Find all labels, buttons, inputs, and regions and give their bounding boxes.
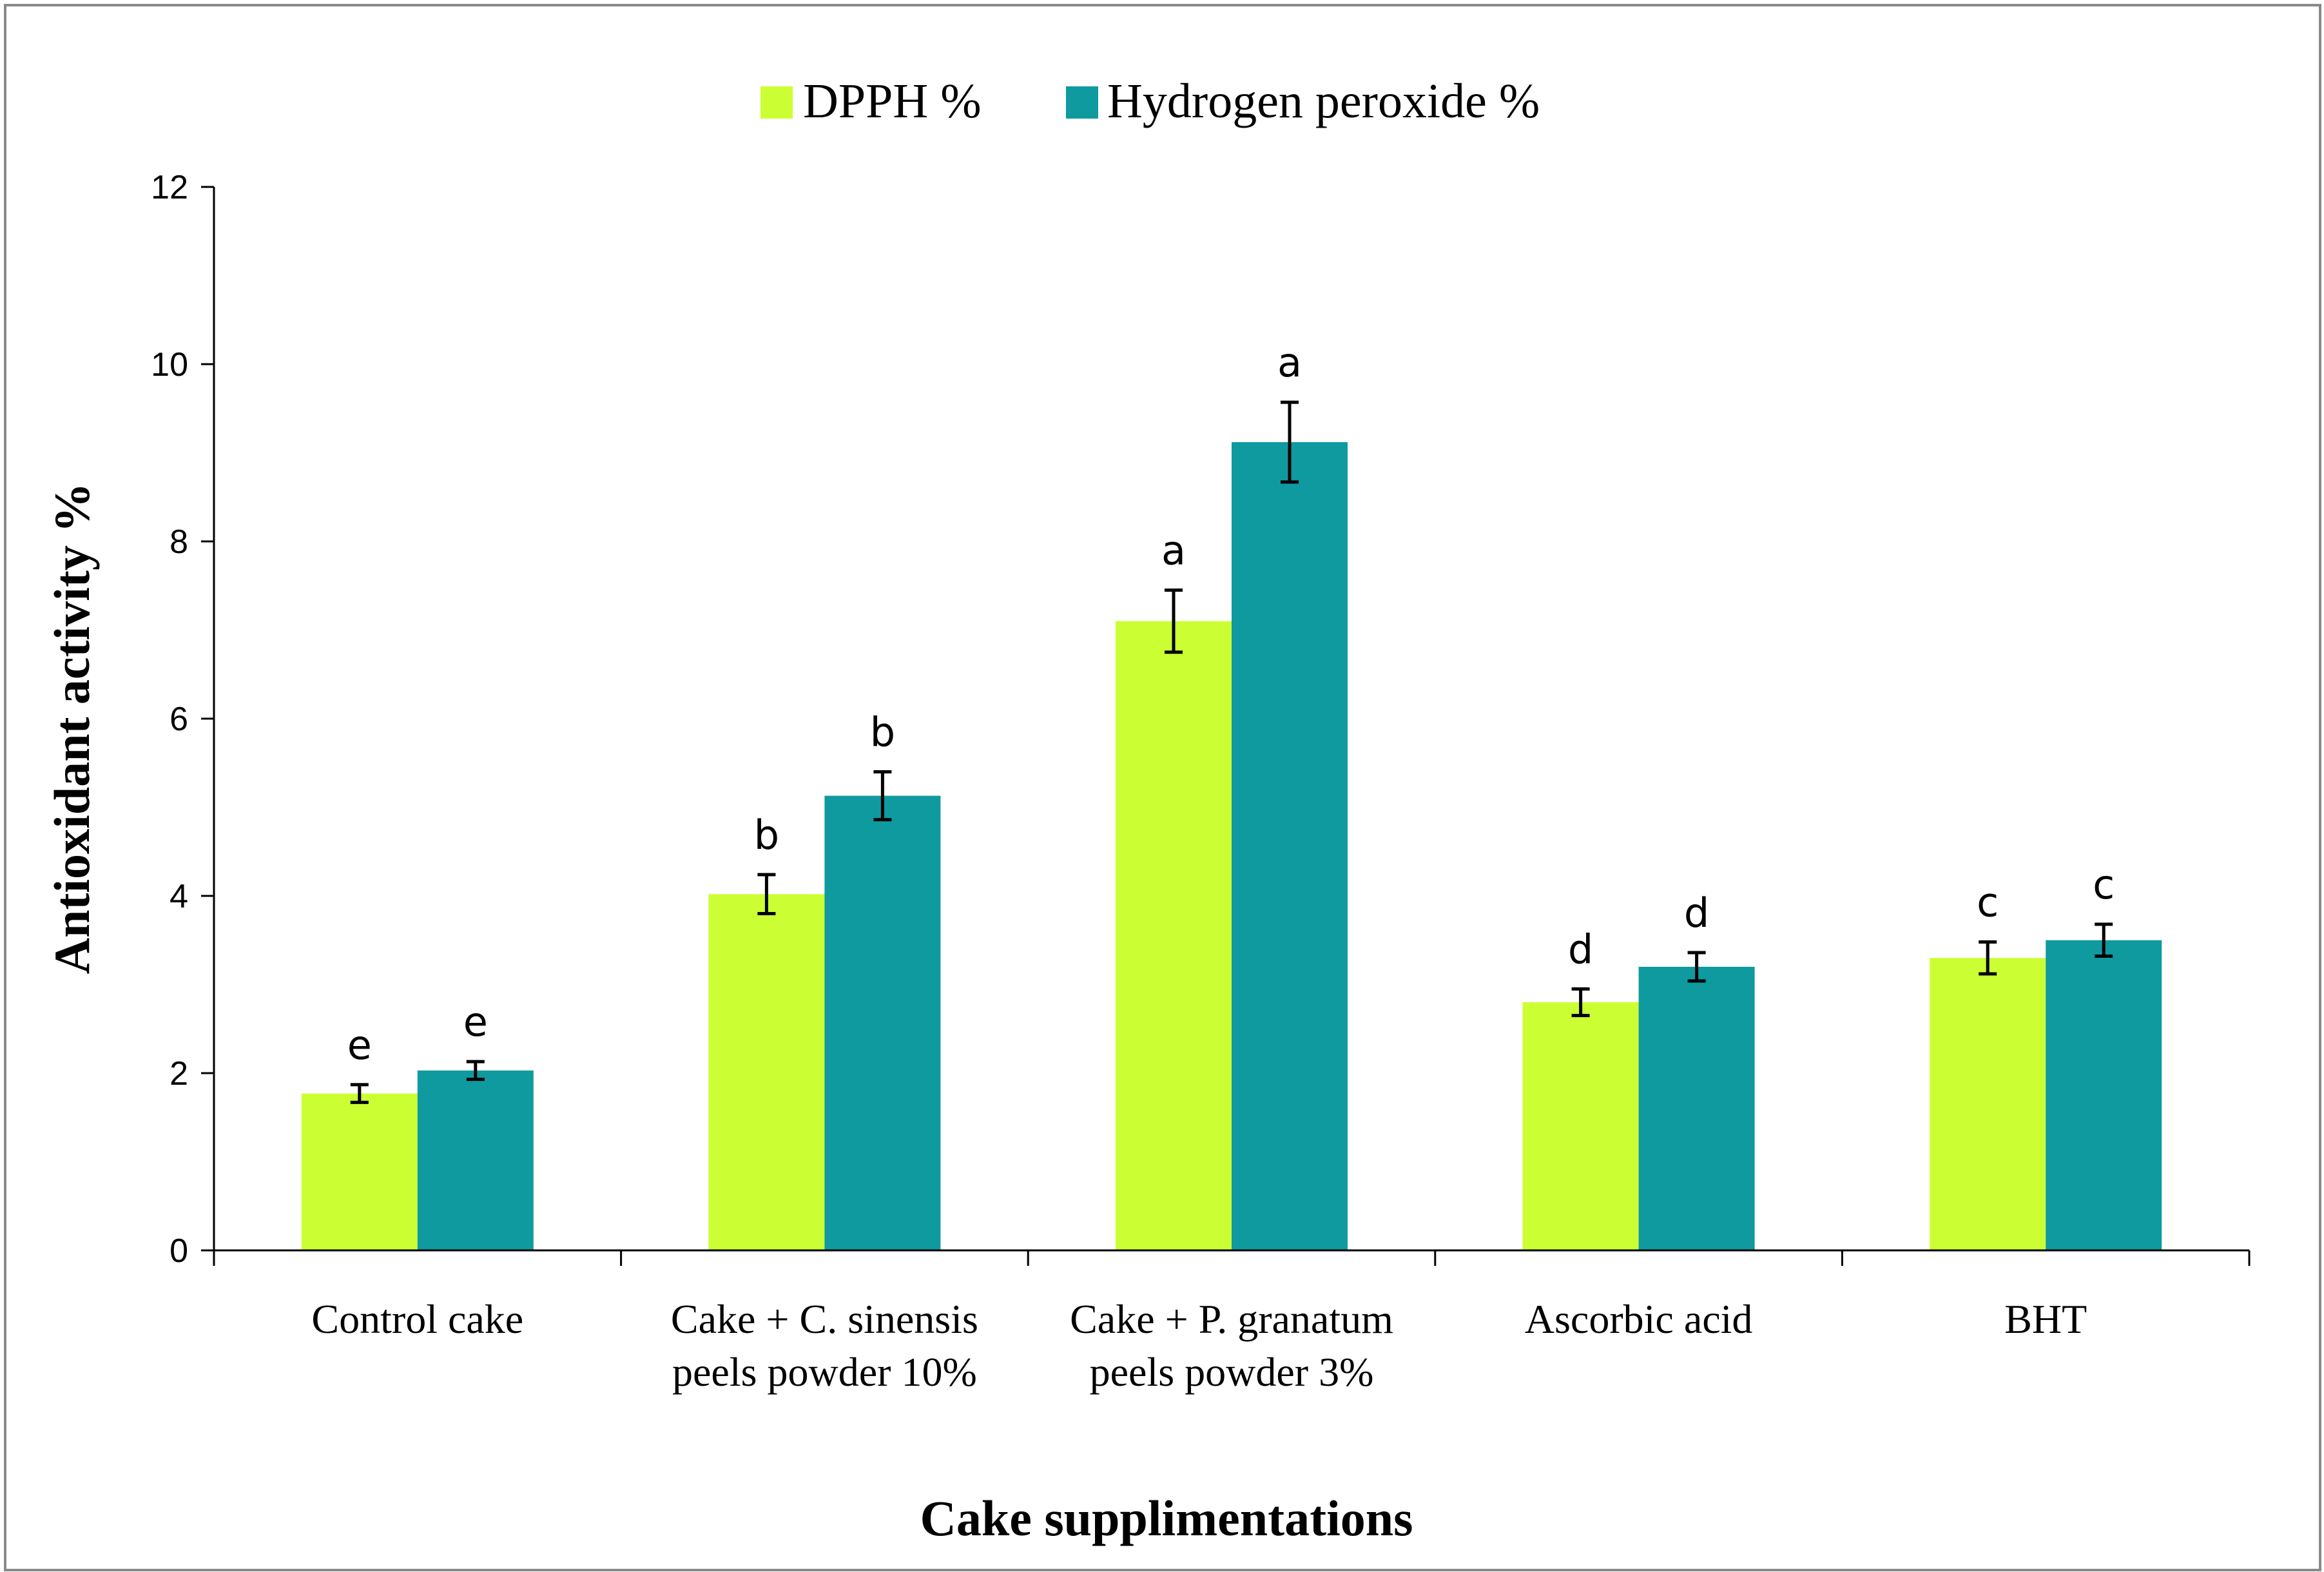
significance-letter: b [754,811,779,859]
x-category-label: peels powder 10% [672,1349,977,1395]
bar-h2o2 [417,1070,534,1250]
y-tick-label: 10 [151,346,188,383]
significance-letter: d [1568,926,1593,973]
y-tick-label: 2 [169,1055,188,1092]
bar-h2o2 [1232,442,1348,1250]
y-tick-label: 8 [169,523,188,561]
bar-dpph [301,1093,418,1250]
bar-h2o2 [2046,940,2162,1250]
legend-label: DPPH % [803,74,982,128]
y-tick-label: 6 [169,701,188,738]
significance-letter: e [463,998,488,1045]
x-axis-title: Cake supplimentations [920,1490,1413,1546]
legend: DPPH % Hydrogen peroxide % [760,74,1540,128]
bar-h2o2 [1638,967,1755,1250]
significance-letter: d [1684,889,1709,936]
significance-letter: a [1277,339,1302,386]
significance-letter: c [1977,879,1999,926]
significance-letter: b [870,709,895,756]
bars-group: e b a d c e b a d c [301,339,2162,1250]
legend-label: Hydrogen peroxide % [1107,74,1540,128]
y-axis-title: Antioxidant activity % [44,483,100,975]
x-category-label: Control cake [311,1296,523,1342]
x-category-label: peels powder 3% [1090,1349,1374,1395]
axes-group: 0 2 4 6 8 10 12 Control cake Cake + C. sinensis p… [151,169,2251,1395]
bar-dpph [1930,958,2046,1250]
legend-swatch [760,86,793,119]
y-tick-label: 0 [169,1232,188,1270]
y-tick-label: 4 [169,878,188,915]
legend-swatch [1066,86,1098,119]
bar-dpph [1116,621,1232,1250]
bar-dpph [1522,1002,1639,1250]
significance-letter: e [347,1022,372,1069]
bar-dpph [708,894,825,1250]
significance-letter: a [1161,527,1186,574]
bar-h2o2 [824,795,941,1250]
x-category-label: Cake + C. sinensis [671,1296,978,1342]
x-category-label: Ascorbic acid [1525,1296,1753,1342]
x-category-label: Cake + P. granatum [1070,1296,1393,1342]
significance-letter: c [2093,861,2115,908]
x-category-label: BHT [2004,1296,2087,1342]
y-tick-label: 12 [151,169,188,206]
